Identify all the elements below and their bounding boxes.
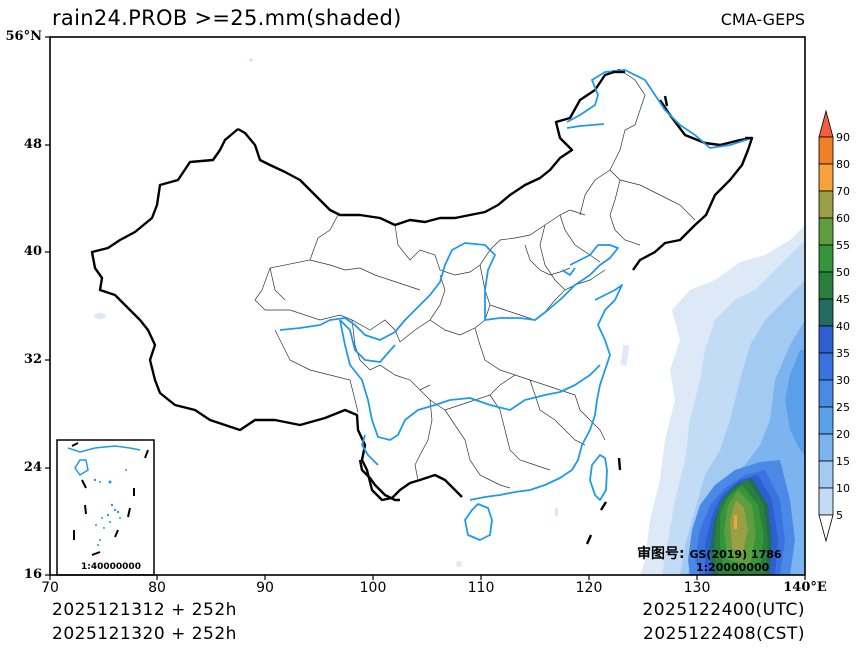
colorbar-label-50: 50: [836, 266, 850, 279]
model-source-label: CMA-GEPS: [720, 10, 805, 29]
x-tick-100: 100: [359, 580, 387, 596]
probability-shading: [94, 58, 805, 575]
y-tick-32: 32: [23, 352, 42, 367]
colorbar-label-25: 25: [836, 401, 850, 414]
nine-dash-line: [585, 70, 752, 545]
rivers-coastline: [279, 69, 753, 541]
x-tick-80: 80: [148, 580, 166, 596]
colorbar-label-70: 70: [836, 185, 850, 198]
x-tick-90: 90: [256, 580, 274, 596]
colorbar-label-90: 90: [836, 131, 850, 144]
x-tick-120: 120: [575, 580, 603, 596]
init-time-utc: 2025121312 + 252h: [52, 600, 237, 620]
x-tick-130: 130: [683, 580, 711, 596]
colorbar: [818, 109, 834, 543]
colorbar-label-55: 55: [836, 239, 850, 252]
x-tick-70: 70: [41, 580, 59, 596]
colorbar-label-60: 60: [836, 212, 850, 225]
valid-time-cst: 2025122408(CST): [643, 624, 805, 644]
colorbar-label-35: 35: [836, 347, 850, 360]
y-tick-24: 24: [23, 460, 42, 475]
x-tick-110: 110: [467, 580, 495, 596]
colorbar-label-45: 45: [836, 293, 850, 306]
colorbar-label-40: 40: [836, 320, 850, 333]
y-tick-48: 48: [23, 137, 42, 152]
map-review-number: 审图号: GS(2019) 1786: [637, 543, 782, 563]
colorbar-label-5: 5: [836, 509, 843, 522]
valid-time-utc: 2025122400(UTC): [642, 600, 805, 620]
colorbar-label-10: 10: [836, 482, 850, 495]
y-tick-16: 16: [23, 567, 42, 582]
colorbar-label-30: 30: [836, 374, 850, 387]
inset-map-scale: 1:40000000: [81, 562, 141, 572]
x-tick-140: 140°E: [783, 580, 827, 595]
colorbar-label-15: 15: [836, 455, 850, 468]
national-boundary: [90, 68, 754, 502]
init-time-cst: 2025121320 + 252h: [52, 624, 237, 644]
chart-title: rain24.PROB >=25.mm(shaded): [52, 6, 402, 30]
y-tick-56: 56°N: [5, 29, 42, 44]
map-frame: [49, 36, 806, 576]
y-tick-40: 40: [23, 244, 42, 259]
south-china-sea-inset: [56, 439, 155, 576]
review-code: GS(2019) 1786: [689, 548, 782, 561]
main-map-scale: 1:20000000: [696, 561, 770, 574]
review-label: 审图号:: [637, 546, 685, 562]
axis-ticks: [45, 36, 806, 580]
colorbar-label-80: 80: [836, 158, 850, 171]
colorbar-label-20: 20: [836, 428, 850, 441]
provincial-boundaries: [254, 69, 696, 489]
